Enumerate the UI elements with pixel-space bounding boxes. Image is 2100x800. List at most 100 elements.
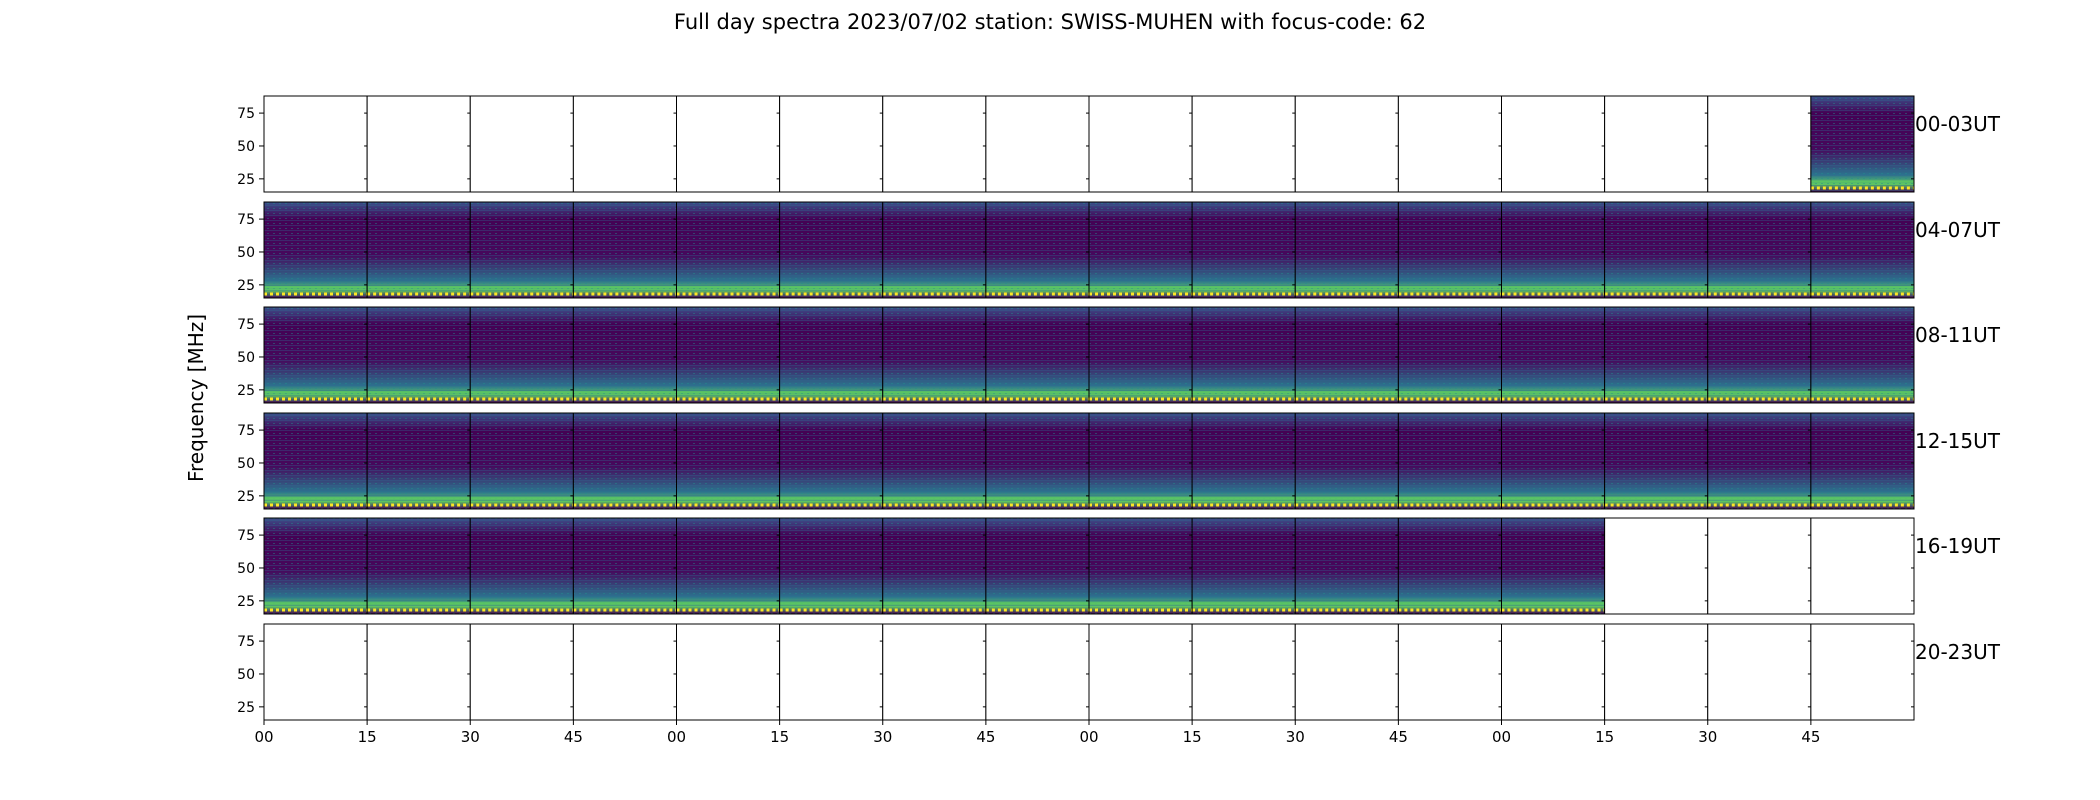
spectrum-band [1089, 391, 1193, 394]
spectrum-panel [1191, 412, 1296, 510]
panel-background [264, 96, 368, 192]
y-tick-label: 25 [237, 594, 255, 610]
spectrum-panel [572, 517, 677, 615]
spectrum-texture [1398, 413, 1502, 509]
spectrum-texture [1192, 202, 1296, 298]
panel-background [573, 96, 677, 192]
panel-background [1604, 518, 1708, 614]
spectrum-band [1192, 497, 1296, 500]
empty-panel [263, 623, 368, 721]
y-tick-label: 75 [237, 212, 255, 228]
x-tick-label: 45 [976, 728, 995, 746]
panel-background [1810, 518, 1914, 614]
spectrum-texture [1089, 413, 1193, 509]
spectrum-band [676, 602, 780, 605]
spectrum-band [264, 286, 368, 289]
spectrum-panel [779, 306, 884, 404]
panel-background [1192, 96, 1296, 192]
panel-background [1398, 624, 1502, 720]
panel-background [1707, 96, 1811, 192]
x-tick-label: 15 [1183, 728, 1202, 746]
spectrum-panel [469, 306, 574, 404]
empty-panel [882, 623, 987, 721]
spectrum-band [1295, 391, 1399, 394]
spectrum-panel [1088, 412, 1193, 510]
spectrum-texture [1604, 307, 1708, 403]
y-tick-label: 50 [237, 667, 255, 683]
y-tick-label: 25 [237, 700, 255, 716]
spectrum-texture [367, 307, 471, 403]
panel-background [1501, 624, 1605, 720]
spectrum-panel [1501, 517, 1606, 615]
spectrum-band [1089, 602, 1193, 605]
spectrum-texture [1501, 307, 1605, 403]
spectrum-band [1398, 286, 1502, 289]
panel-background [779, 624, 883, 720]
panel-background [1295, 624, 1399, 720]
spectrum-panel [985, 412, 1090, 510]
spectrum-band [1398, 497, 1502, 500]
y-tick-label: 25 [237, 383, 255, 399]
y-tick-label: 25 [237, 489, 255, 505]
spectrum-band [676, 391, 780, 394]
spectrum-texture [779, 518, 883, 614]
spectrum-band [1810, 286, 1914, 289]
spectrum-panel [882, 517, 987, 615]
row-label: 20-23UT [1915, 640, 2000, 664]
panel-background [882, 96, 986, 192]
empty-panel [469, 95, 574, 193]
empty-panel [1707, 623, 1812, 721]
y-tick-label: 50 [237, 139, 255, 155]
spectrum-panel [676, 201, 781, 299]
spectrum-texture [573, 413, 677, 509]
empty-panel [985, 623, 1090, 721]
panel-background [264, 624, 368, 720]
row-label: 12-15UT [1915, 429, 2000, 453]
x-tick-label: 15 [770, 728, 789, 746]
spectrum-band [470, 602, 574, 605]
spectrum-texture [676, 518, 780, 614]
spectrum-panel [882, 412, 987, 510]
empty-panel [1707, 517, 1812, 615]
empty-panel [1501, 95, 1606, 193]
y-tick-label: 50 [237, 350, 255, 366]
spectrum-panel [1191, 306, 1296, 404]
spectrum-texture [985, 413, 1089, 509]
spectrum-panel [366, 517, 471, 615]
spectrum-panel [1604, 412, 1709, 510]
spectrum-band [367, 602, 471, 605]
spectrum-texture [779, 413, 883, 509]
panel-background [1192, 624, 1296, 720]
spectrum-texture [573, 518, 677, 614]
panel-background [882, 624, 986, 720]
spectrum-texture [1192, 307, 1296, 403]
spectrum-texture [1501, 413, 1605, 509]
spectrum-texture [367, 518, 471, 614]
y-tick-label: 50 [237, 561, 255, 577]
spectrum-band [779, 286, 883, 289]
spectrum-texture [1501, 518, 1605, 614]
spectrum-panel [263, 412, 368, 510]
spectrum-texture [882, 518, 986, 614]
spectrum-panel [469, 201, 574, 299]
spectrum-panel [1810, 201, 1915, 299]
spectrum-panel [676, 412, 781, 510]
spectrum-band [470, 286, 574, 289]
x-tick-label: 00 [254, 728, 273, 746]
panel-frame [1810, 623, 1915, 721]
spectrum-band [676, 497, 780, 500]
x-tick-label: 00 [1079, 728, 1098, 746]
spectrum-band [1398, 602, 1502, 605]
spectrum-panel [1088, 306, 1193, 404]
row-label: 04-07UT [1915, 218, 2000, 242]
empty-panel [1604, 95, 1709, 193]
spectrum-texture [367, 202, 471, 298]
spectrum-texture [1810, 96, 1914, 192]
spectrum-texture [264, 413, 368, 509]
spectrum-panel [985, 517, 1090, 615]
spectrum-texture [1501, 202, 1605, 298]
spectrum-band [1604, 286, 1708, 289]
spectrum-texture [573, 202, 677, 298]
spectrum-panel [263, 306, 368, 404]
spectrum-texture [985, 307, 1089, 403]
